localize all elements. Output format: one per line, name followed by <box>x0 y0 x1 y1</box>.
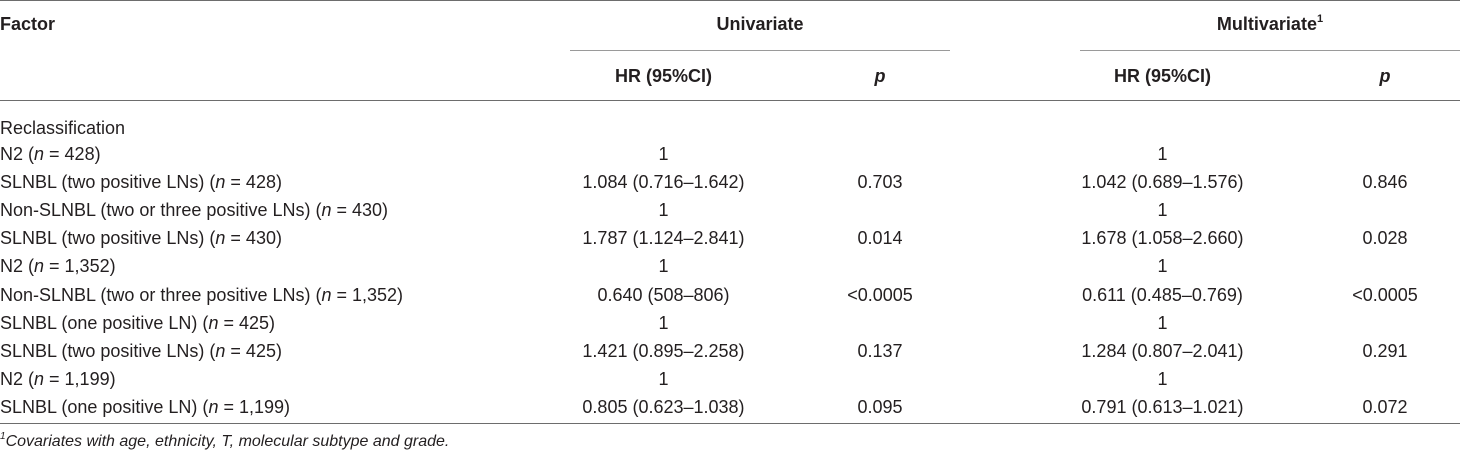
footnote-text: Covariates with age, ethnicity, T, molec… <box>5 433 450 450</box>
univariate-hr-cell: 0.640 (508–806) <box>597 285 730 305</box>
factor-cell: N2 (n = 428) <box>0 142 101 166</box>
univariate-p-cell: 0.703 <box>857 172 903 192</box>
factor-cell: Non-SLNBL (two or three positive LNs) (n… <box>0 283 403 307</box>
factor-count: = 1,352) <box>331 285 404 305</box>
univariate-hr-cell: 1.421 (0.895–2.258) <box>582 341 745 361</box>
n-symbol: n <box>215 341 226 361</box>
univariate-hr-cell: 1 <box>658 256 669 276</box>
multivariate-p-cell: 0.291 <box>1362 341 1408 361</box>
factor-count: = 425) <box>218 313 275 333</box>
n-symbol: n <box>208 397 219 417</box>
multivariate-p-header: p <box>1310 64 1460 88</box>
factor-cell: N2 (n = 1,352) <box>0 254 116 278</box>
univariate-p-cell: <0.0005 <box>847 285 913 305</box>
n-symbol: n <box>215 228 226 248</box>
univariate-p-cell: 0.014 <box>857 228 903 248</box>
factor-text: Non-SLNBL (two or three positive LNs) ( <box>0 285 322 305</box>
multivariate-hr-cell: 1 <box>1157 256 1168 276</box>
multivariate-hr-cell: 1.678 (1.058–2.660) <box>1081 228 1244 248</box>
multivariate-footnote-mark: 1 <box>1316 13 1324 25</box>
header-rule <box>0 100 1460 101</box>
multivariate-hr-cell: 1 <box>1157 313 1168 333</box>
factor-count: = 428) <box>225 172 282 192</box>
n-symbol: n <box>34 369 45 389</box>
multivariate-hr-cell: 1 <box>1157 369 1168 389</box>
bottom-rule <box>0 423 1460 424</box>
univariate-p-label: p <box>874 66 886 86</box>
factor-text: SLNBL (two positive LNs) ( <box>0 172 216 192</box>
n-symbol: n <box>208 313 219 333</box>
top-rule <box>0 0 1460 1</box>
univariate-hr-cell: 1 <box>658 369 669 389</box>
multivariate-p-label: p <box>1379 66 1391 86</box>
factor-count: = 1,352) <box>44 256 116 276</box>
multivariate-p-cell: 0.846 <box>1362 172 1408 192</box>
multivariate-hr-cell: 1 <box>1157 200 1168 220</box>
multivariate-hr-cell: 0.791 (0.613–1.021) <box>1081 397 1244 417</box>
n-symbol: n <box>215 172 226 192</box>
factor-cell: SLNBL (two positive LNs) (n = 428) <box>0 170 282 194</box>
n-symbol: n <box>34 144 45 164</box>
multivariate-p-cell: <0.0005 <box>1352 285 1418 305</box>
n-symbol: n <box>321 200 332 220</box>
factor-count: = 428) <box>44 144 101 164</box>
factor-count: = 1,199) <box>218 397 291 417</box>
univariate-p-header: p <box>810 64 950 88</box>
factor-text: Non-SLNBL (two or three positive LNs) ( <box>0 200 322 220</box>
multivariate-hr-cell: 1.284 (0.807–2.041) <box>1081 341 1244 361</box>
n-symbol: n <box>321 285 332 305</box>
factor-count: = 430) <box>331 200 389 220</box>
factor-text: SLNBL (two positive LNs) ( <box>0 341 216 361</box>
footnote-mark: 1 <box>0 430 6 442</box>
univariate-hr-cell: 0.805 (0.623–1.038) <box>582 397 745 417</box>
factor-count: = 425) <box>225 341 282 361</box>
univariate-underline <box>570 50 950 51</box>
factor-cell: SLNBL (two positive LNs) (n = 430) <box>0 226 282 250</box>
factor-cell: SLNBL (two positive LNs) (n = 425) <box>0 339 282 363</box>
factor-cell: N2 (n = 1,199) <box>0 367 116 391</box>
univariate-hr-cell: 1 <box>658 313 669 333</box>
factor-cell: SLNBL (one positive LN) (n = 1,199) <box>0 395 290 419</box>
section-label: Reclassification <box>0 118 126 138</box>
multivariate-p-cell: 0.072 <box>1362 397 1408 417</box>
factor-count: = 1,199) <box>44 369 116 389</box>
factor-header: Factor <box>0 14 56 34</box>
multivariate-header: Multivariate1 <box>1080 12 1460 36</box>
factor-cell: SLNBL (one positive LN) (n = 425) <box>0 311 275 335</box>
multivariate-hr-cell: 1.042 (0.689–1.576) <box>1081 172 1244 192</box>
factor-count: = 430) <box>225 228 282 248</box>
univariate-hr-header: HR (95%CI) <box>614 66 712 86</box>
multivariate-p-cell: 0.028 <box>1362 228 1408 248</box>
factor-cell: Non-SLNBL (two or three positive LNs) (n… <box>0 198 388 222</box>
univariate-hr-cell: 1.084 (0.716–1.642) <box>582 172 745 192</box>
multivariate-label: Multivariate <box>1216 14 1317 34</box>
factor-text: SLNBL (one positive LN) ( <box>0 313 209 333</box>
multivariate-underline <box>1080 50 1460 51</box>
factor-text: SLNBL (two positive LNs) ( <box>0 228 216 248</box>
univariate-hr-cell: 1.787 (1.124–2.841) <box>582 228 745 248</box>
factor-text: N2 ( <box>0 144 35 164</box>
univariate-p-cell: 0.137 <box>857 341 903 361</box>
footnote: 1Covariates with age, ethnicity, T, mole… <box>0 430 450 451</box>
n-symbol: n <box>34 256 45 276</box>
factor-text: N2 ( <box>0 256 35 276</box>
univariate-hr-cell: 1 <box>658 200 669 220</box>
factor-text: N2 ( <box>0 369 35 389</box>
univariate-header: Univariate <box>716 14 804 34</box>
multivariate-hr-header: HR (95%CI) <box>1113 66 1211 86</box>
univariate-p-cell: 0.095 <box>857 397 903 417</box>
factor-text: SLNBL (one positive LN) ( <box>0 397 209 417</box>
univariate-hr-cell: 1 <box>658 144 669 164</box>
multivariate-hr-cell: 0.611 (0.485–0.769) <box>1082 285 1243 305</box>
multivariate-hr-cell: 1 <box>1157 144 1168 164</box>
